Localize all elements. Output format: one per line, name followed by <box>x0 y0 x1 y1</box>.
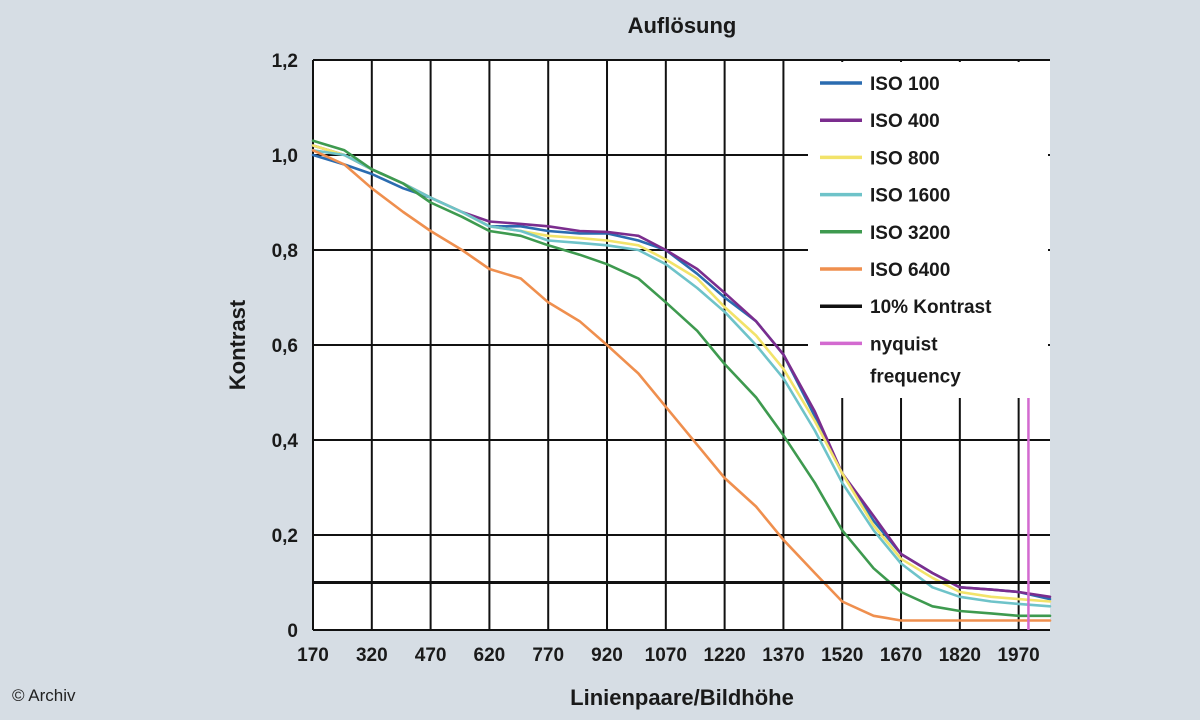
x-tick-label-2: 470 <box>415 645 447 666</box>
x-tick-label-10: 1670 <box>880 645 922 666</box>
y-axis-label: Kontrast <box>225 299 250 390</box>
x-tick-label-1: 320 <box>356 645 388 666</box>
x-tick-label-0: 170 <box>297 645 329 666</box>
series-lines <box>311 139 1052 622</box>
legend-label-2: ISO 800 <box>870 148 940 169</box>
legend-label-3: ISO 1600 <box>870 186 950 207</box>
y-tick-label-0: 0 <box>287 621 298 642</box>
x-tick-label-9: 1520 <box>821 645 863 666</box>
x-tick-label-5: 920 <box>591 645 623 666</box>
legend-label-1: ISO 400 <box>870 111 940 132</box>
y-tick-label-1: 0,2 <box>272 526 298 547</box>
series-line-iso-6400 <box>311 149 1052 622</box>
x-tick-label-4: 770 <box>532 645 564 666</box>
y-tick-label-5: 1,0 <box>272 146 298 167</box>
x-tick-label-8: 1370 <box>762 645 804 666</box>
x-tick-label-12: 1970 <box>997 645 1039 666</box>
legend-label-0: ISO 100 <box>870 74 940 95</box>
x-tick-label-11: 1820 <box>939 645 981 666</box>
legend-label-4: ISO 3200 <box>870 223 950 244</box>
y-tick-label-4: 0,8 <box>272 241 298 262</box>
y-tick-label-2: 0,4 <box>272 431 299 452</box>
reference-lines <box>313 398 1050 630</box>
legend-label-6: 10% Kontrast <box>870 297 992 318</box>
image-credit: © Archiv <box>12 686 76 705</box>
x-tick-label-3: 620 <box>474 645 506 666</box>
series-line-iso-3200 <box>311 139 1052 618</box>
x-tick-label-7: 1220 <box>703 645 745 666</box>
legend-label-5: ISO 6400 <box>870 260 950 281</box>
x-tick-labels: 170 320 470 620 770 920 1070 1220 1370 1520 1670 18… <box>297 645 1040 666</box>
y-tick-label-3: 0,6 <box>272 336 298 357</box>
legend-label-7-line2: frequency <box>870 366 961 387</box>
y-tick-label-6: 1,2 <box>272 51 298 72</box>
x-axis-label: Linienpaare/Bildhöhe <box>570 685 794 710</box>
x-tick-label-6: 1070 <box>645 645 687 666</box>
legend-label-7: nyquist <box>870 334 938 355</box>
legend: ISO 100 ISO 400 ISO 800 ISO 1600 ISO 3200 ISO… <box>820 74 992 387</box>
y-tick-labels: 0 0,2 0,4 0,6 0,8 1,0 1,2 <box>272 51 299 642</box>
chart-title: Auflösung <box>628 13 737 38</box>
